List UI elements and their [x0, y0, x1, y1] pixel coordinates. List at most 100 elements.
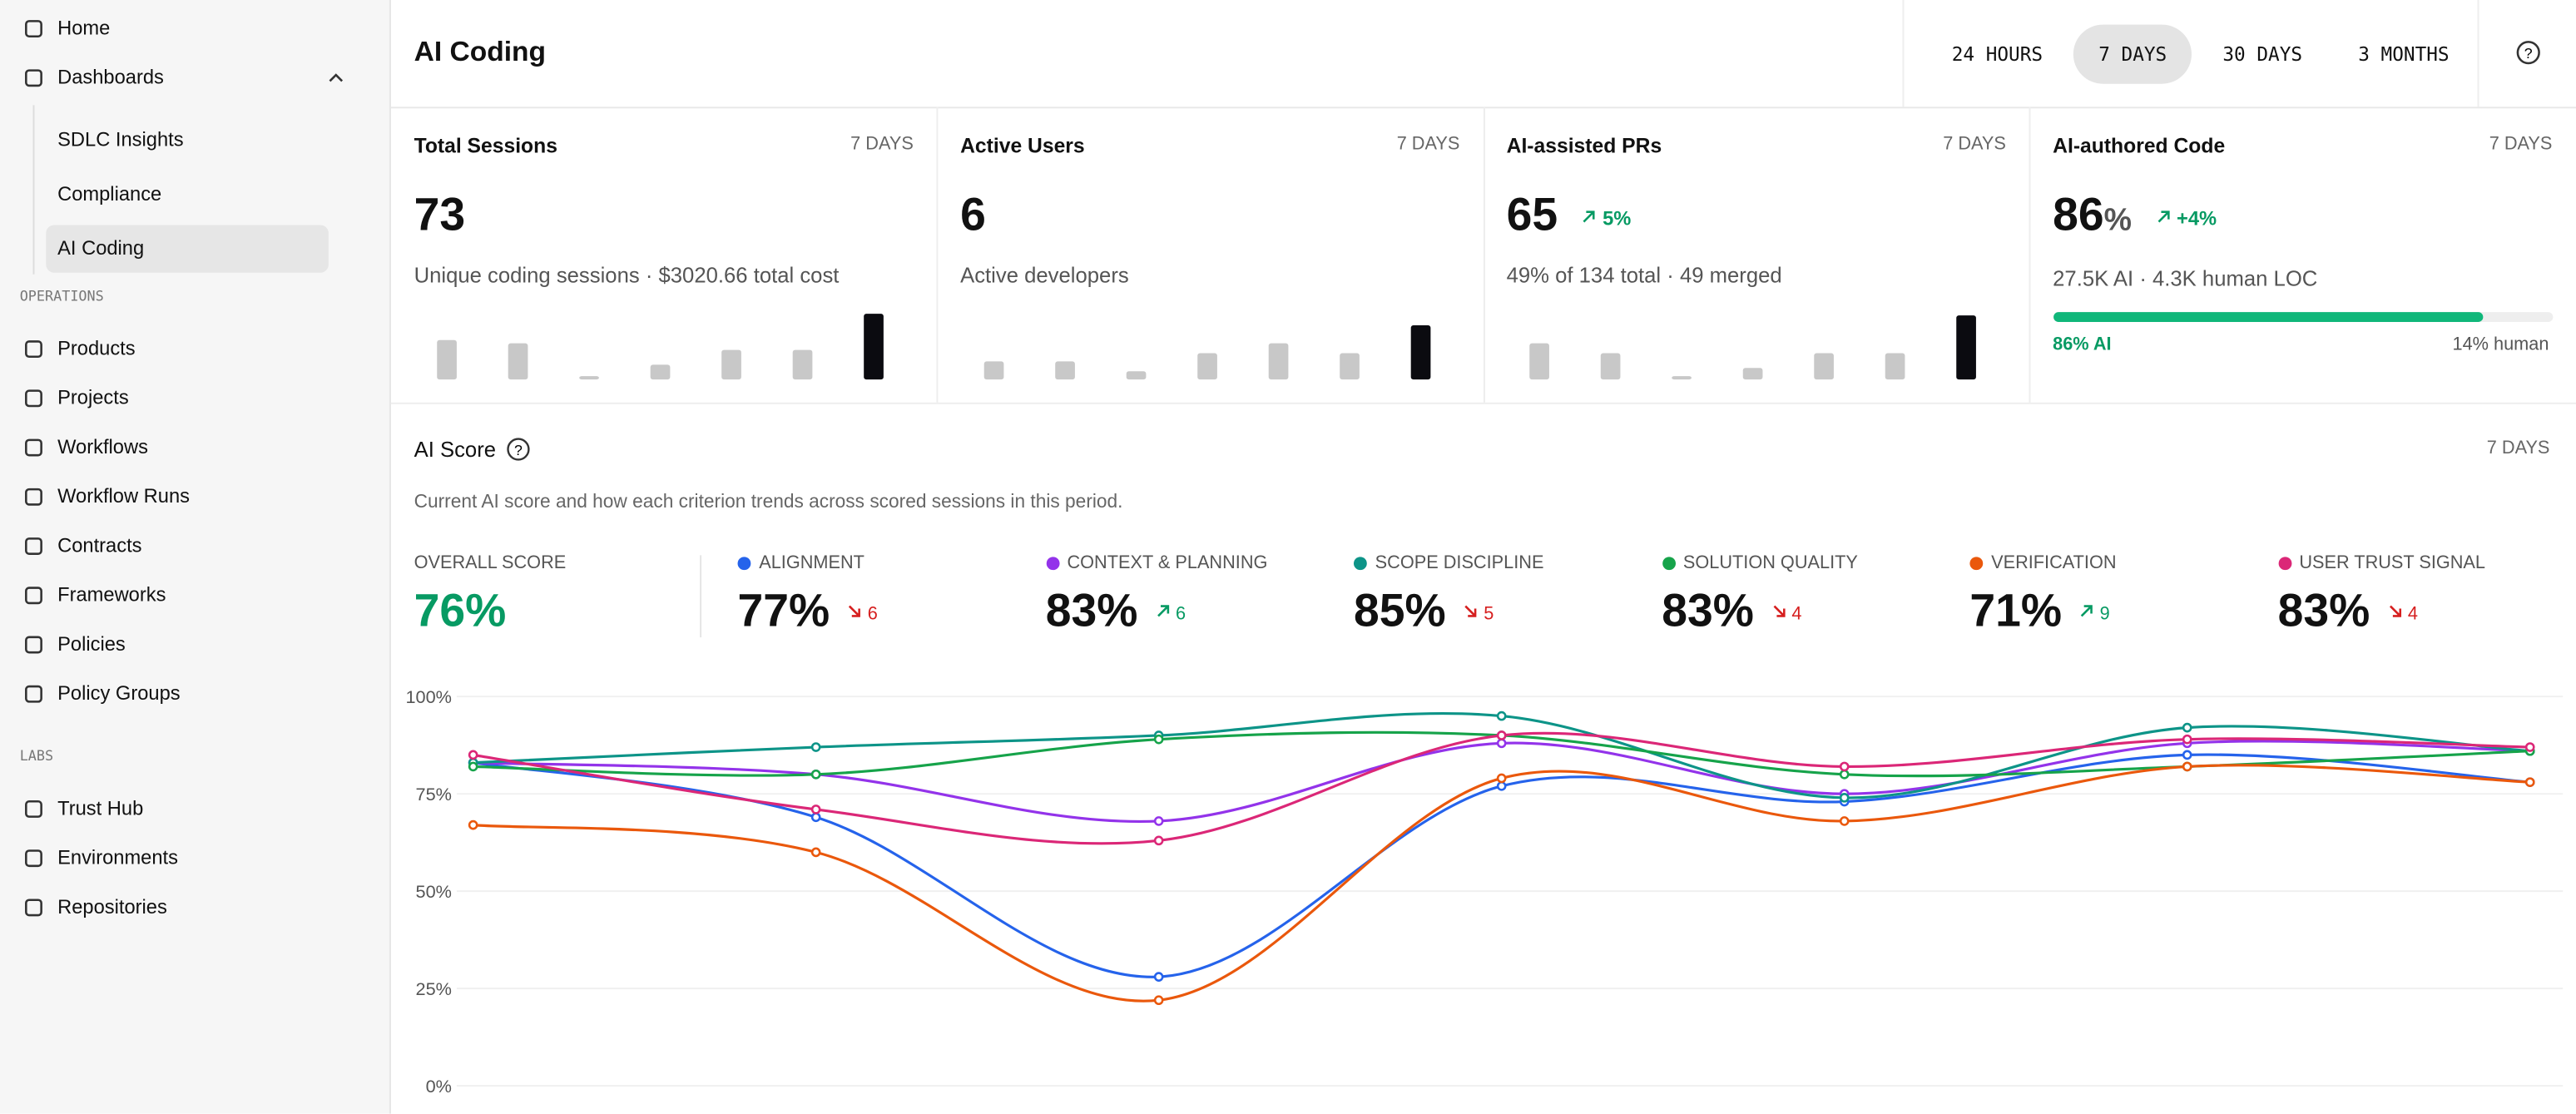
nav-label: Home [57, 16, 111, 40]
help-icon[interactable]: ? [506, 437, 531, 462]
nav-icon [25, 438, 42, 456]
nav-label: Policy Groups [57, 681, 181, 706]
point [1153, 734, 1164, 745]
divider [390, 402, 2576, 404]
metric-name-text: VERIFICATION [1991, 553, 2117, 574]
spark-bar [1885, 353, 1905, 380]
y-tick-label: 25% [416, 978, 452, 999]
legend-dot [1969, 557, 1984, 571]
nav-subitem[interactable]: SDLC Insights [57, 128, 184, 151]
card-period: 7 DAYS [1396, 134, 1460, 155]
score-title-text: AI Score [414, 437, 497, 462]
metric-delta-text: 4 [1791, 604, 1802, 625]
nav-item[interactable]: Workflows [23, 435, 148, 458]
metric-score-text: 83% [2277, 584, 2370, 636]
progress [2053, 312, 2553, 323]
metric-delta-text: 5 [1484, 604, 1494, 625]
nav-label: Contracts [57, 533, 142, 557]
nav-label: Environments [57, 845, 178, 869]
icon-shape [25, 898, 42, 916]
metric-score-text: 77% [737, 584, 830, 636]
nav-item[interactable]: Dashboards [23, 66, 344, 89]
metric-delta: 4 [1771, 605, 1802, 625]
nav-icon [25, 898, 42, 916]
stat-card: AI-authored Code 7 DAYS 86% +4% 27.5K AI · … [2029, 106, 2576, 403]
nav-label: Trust Hub [57, 796, 144, 820]
score-period: 7 DAYS [2486, 438, 2550, 458]
nav-item[interactable]: Policies [23, 632, 126, 656]
spark-bar [1409, 324, 1430, 380]
nav-item[interactable]: Contracts [23, 534, 142, 557]
card-subtitle: 49% of 134 total · 49 merged [1506, 262, 1782, 288]
help[interactable]: ? [2477, 0, 2576, 107]
tab[interactable]: 24 HOURS [1951, 42, 2043, 65]
progress-bar [2053, 312, 2483, 323]
nav-item[interactable]: Home [23, 16, 111, 40]
spark-bar [579, 376, 599, 380]
sparkline [983, 324, 1430, 380]
spark-bar [1267, 343, 1288, 380]
tab[interactable]: 30 DAYS [2222, 42, 2303, 65]
spark-bar [792, 349, 813, 380]
nav-item[interactable]: Environments [23, 846, 178, 869]
nav-item[interactable]: Repositories [23, 895, 167, 918]
metric-name: VERIFICATION [1969, 553, 2117, 574]
nav-icon [25, 487, 42, 505]
nav-label: Workflows [57, 435, 148, 458]
spark-bar [1672, 376, 1692, 380]
svg-text:?: ? [514, 442, 523, 458]
metric-score: 83% 4 [2278, 585, 2418, 637]
metric-delta: 6 [1154, 605, 1186, 625]
metric-score-text: 83% [1662, 584, 1754, 636]
nav-item[interactable]: Policy Groups [23, 681, 181, 705]
nav-subitem[interactable]: AI Coding [46, 225, 329, 273]
card-value-number: 6 [960, 189, 986, 240]
separator [700, 555, 702, 638]
spark-bar [864, 314, 884, 380]
nav-label: Workflow Runs [57, 484, 190, 508]
nav-item[interactable]: Workflow Runs [23, 484, 190, 507]
spark-bar [1054, 361, 1074, 380]
stat-card: Total Sessions 7 DAYS 73 Unique coding sess… [391, 106, 939, 403]
nav-icon [25, 684, 42, 702]
point [810, 847, 821, 858]
icon-shape [25, 684, 42, 702]
nav-label: Policies [57, 632, 126, 656]
nav-item[interactable]: Products [23, 337, 136, 359]
nav-item[interactable]: Projects [23, 386, 129, 409]
nav-icon [25, 19, 42, 37]
card-period: 7 DAYS [1943, 134, 2006, 155]
tab[interactable]: 3 MONTHS [2358, 42, 2450, 65]
point [1839, 793, 1850, 803]
sidebar: Home Dashboards SDLC Insights Compliance AI … [0, 0, 391, 1114]
trend-arrow [2389, 605, 2401, 617]
metric-name: SCOPE DISCIPLINE [1353, 553, 1543, 573]
icon-shape [25, 537, 42, 554]
trend-arrow [2080, 605, 2093, 617]
score-description: Current AI score and how each criterion … [414, 493, 1123, 513]
nav-label: Frameworks [57, 582, 166, 607]
icon-shape [25, 635, 42, 653]
icon-shape [25, 389, 42, 407]
point [1153, 995, 1164, 1006]
point [2182, 734, 2192, 745]
nav-item[interactable]: Trust Hub [23, 796, 144, 820]
nav-item[interactable]: Frameworks [23, 583, 166, 607]
nav-icon [25, 586, 42, 604]
trend-arrow [849, 605, 861, 617]
card-unit: % [2103, 203, 2133, 239]
point [2182, 722, 2192, 733]
metric-score: 85% 5 [1354, 585, 1494, 637]
metric-name-text: USER TRUST SIGNAL [2299, 553, 2486, 574]
metric-delta-text: 9 [2099, 604, 2110, 625]
spark-bar [650, 364, 671, 380]
metric-score: 71% 9 [1969, 585, 2109, 637]
tab[interactable]: 7 DAYS [2073, 23, 2192, 83]
card-title: Total Sessions [414, 134, 557, 158]
card-period: 7 DAYS [850, 134, 914, 155]
legend-dot [1353, 557, 1367, 571]
nav-subitem[interactable]: Compliance [57, 182, 162, 205]
subnav-rule [32, 105, 35, 275]
card-value: 86% +4% [2053, 189, 2217, 241]
